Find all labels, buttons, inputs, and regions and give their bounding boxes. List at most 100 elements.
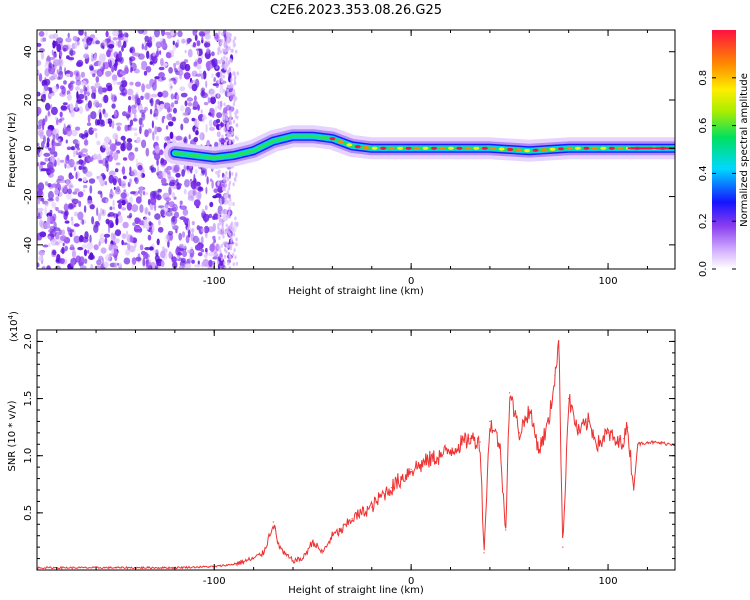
noise-blob [140, 250, 146, 256]
noise-blob [176, 94, 180, 101]
noise-blob [193, 61, 198, 67]
noise-blob [51, 49, 54, 56]
noise-blob [228, 140, 231, 145]
noise-blob [118, 262, 122, 267]
noise-blob [135, 81, 141, 87]
noise-blob [154, 102, 157, 111]
noise-blob [66, 146, 72, 151]
noise-blob [219, 201, 222, 206]
noise-blob [75, 79, 82, 86]
noise-blob [143, 190, 145, 196]
snr-point [499, 443, 501, 445]
noise-blob [228, 266, 232, 269]
bottom-ylabel: SNR (10 * v/v) [7, 400, 18, 471]
noise-blob [225, 223, 228, 228]
noise-blob [105, 254, 111, 262]
noise-blob [78, 178, 83, 182]
noise-blob [38, 255, 44, 262]
snr-point [312, 540, 314, 543]
noise-blob [80, 71, 86, 78]
noise-blob [191, 117, 196, 122]
noise-blob [83, 139, 89, 146]
noise-blob [87, 249, 90, 254]
noise-blob [117, 40, 122, 48]
spectrogram-ridge [163, 125, 675, 169]
noise-blob [92, 128, 98, 132]
noise-blob [78, 165, 83, 170]
noise-blob [210, 73, 214, 78]
snr-point [253, 558, 255, 560]
noise-blob [75, 255, 81, 263]
bottom-xtick-label: 0 [408, 576, 414, 587]
noise-blob [62, 242, 65, 247]
noise-blob [69, 184, 74, 189]
ridge-core [481, 146, 488, 150]
noise-blob [147, 39, 153, 48]
noise-blob [87, 114, 91, 123]
noise-blob [111, 103, 116, 109]
noise-blob [124, 141, 128, 149]
noise-blob [203, 253, 208, 259]
noise-blob [209, 107, 215, 114]
noise-blob [226, 121, 230, 126]
noise-blob [209, 88, 216, 98]
noise-blob [128, 151, 135, 161]
noise-blob [181, 38, 186, 44]
noise-blob [224, 174, 227, 179]
noise-blob [65, 37, 72, 43]
noise-blob [86, 122, 92, 126]
noise-blob [198, 70, 202, 75]
noise-blob [200, 249, 205, 253]
noise-blob [213, 251, 218, 259]
noise-blob [194, 168, 198, 175]
noise-blob [209, 126, 215, 131]
noise-blob [134, 228, 142, 232]
noise-blob [173, 107, 177, 114]
noise-blob [75, 102, 78, 111]
noise-blob [42, 265, 46, 269]
snr-point [459, 443, 461, 445]
noise-blob [200, 132, 203, 141]
noise-blob [156, 262, 159, 267]
noise-blob [37, 199, 41, 205]
noise-blob [67, 188, 72, 195]
noise-blob [171, 192, 176, 198]
noise-blob [45, 202, 49, 207]
noise-blob [59, 111, 63, 118]
noise-blob [65, 139, 68, 144]
noise-blob [139, 109, 146, 114]
noise-blob [171, 216, 176, 223]
noise-blob [146, 50, 150, 59]
noise-blob [105, 155, 109, 164]
noise-blob [196, 40, 201, 47]
noise-blob [233, 42, 236, 47]
noise-blob [97, 190, 103, 195]
noise-blob [176, 39, 180, 45]
noise-blob [121, 167, 125, 174]
noise-blob [182, 244, 187, 249]
noise-blob [148, 36, 152, 42]
noise-blob [194, 34, 198, 41]
noise-blob [161, 170, 167, 178]
noise-blob [145, 66, 152, 73]
colorbar-ticks: 0.0 0.2 0.4 0.6 0.8 [698, 70, 736, 277]
noise-blob [191, 221, 195, 226]
noise-blob [144, 92, 150, 100]
noise-blob [229, 114, 232, 119]
snr-point [440, 455, 442, 457]
ridge-core [574, 146, 581, 150]
noise-blob [230, 127, 234, 132]
noise-blob [123, 175, 127, 180]
noise-blob [103, 94, 109, 104]
noise-blob [144, 35, 150, 42]
noise-blob [152, 190, 160, 199]
noise-blob [37, 188, 43, 197]
ridge-core [490, 146, 497, 151]
noise-blob [116, 200, 122, 204]
noise-blob [94, 82, 101, 89]
noise-blob [69, 103, 74, 112]
noise-blob [201, 116, 208, 120]
noise-blob [65, 155, 70, 165]
chart-title: C2E6.2023.353.08.26.G25 [270, 3, 442, 18]
noise-blob [204, 33, 211, 40]
